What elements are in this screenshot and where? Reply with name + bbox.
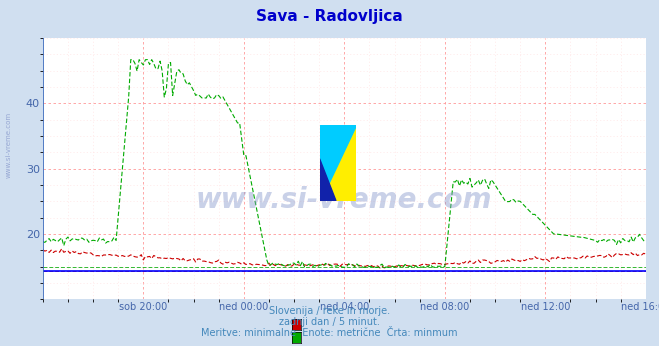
Polygon shape <box>320 125 356 201</box>
Polygon shape <box>320 125 356 201</box>
Text: Sava - Radovljica: Sava - Radovljica <box>256 9 403 24</box>
Text: Meritve: minimalne  Enote: metrične  Črta: minmum: Meritve: minimalne Enote: metrične Črta:… <box>201 328 458 338</box>
Text: Slovenija / reke in morje.: Slovenija / reke in morje. <box>269 306 390 316</box>
Polygon shape <box>320 159 336 201</box>
Text: www.si-vreme.com: www.si-vreme.com <box>196 186 492 214</box>
Text: www.si-vreme.com: www.si-vreme.com <box>5 112 11 179</box>
Text: zadnji dan / 5 minut.: zadnji dan / 5 minut. <box>279 317 380 327</box>
